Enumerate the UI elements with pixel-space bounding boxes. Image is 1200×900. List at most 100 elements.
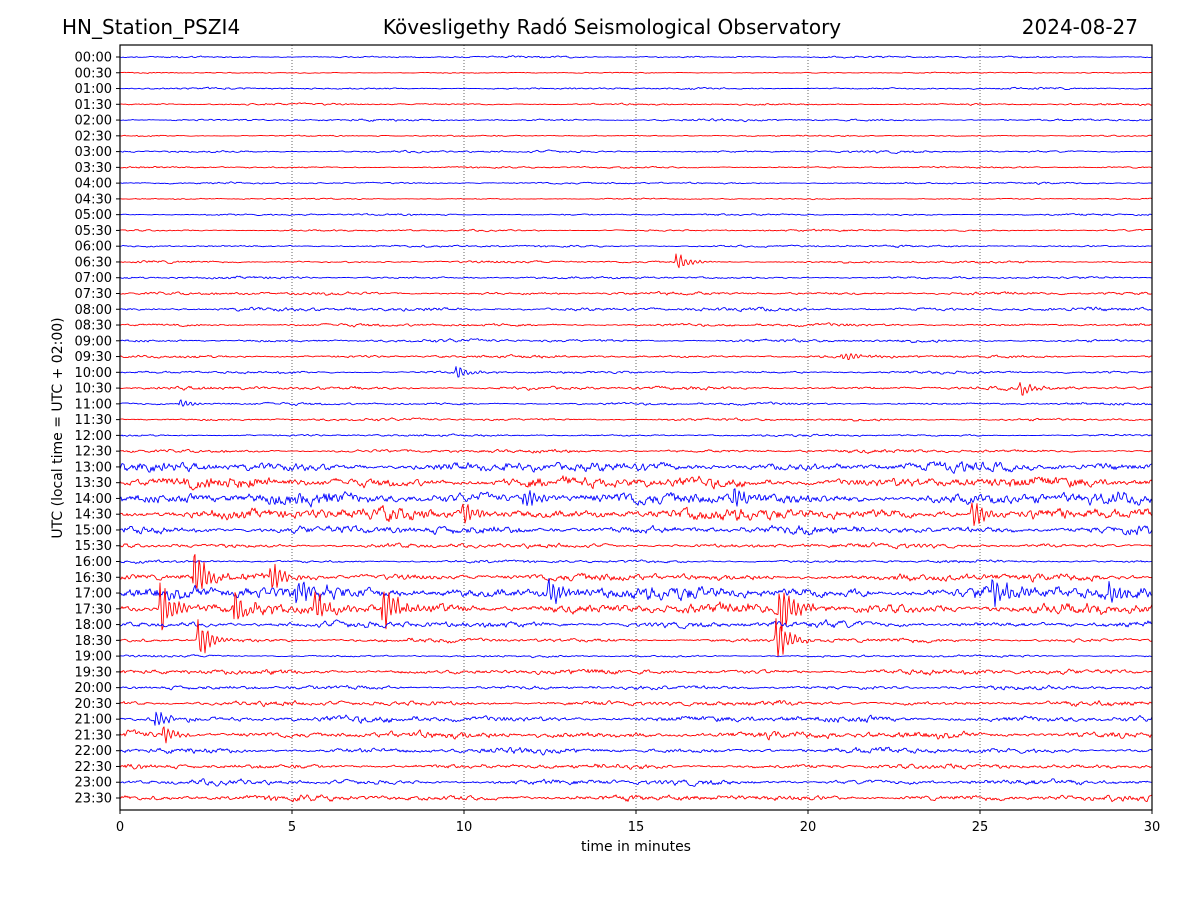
trace-10:30 — [120, 382, 1152, 396]
y-tick-label: 02:00 — [75, 114, 112, 129]
x-tick-label: 20 — [800, 820, 817, 835]
y-tick-label: 09:00 — [75, 334, 112, 349]
y-tick-label: 04:30 — [75, 192, 112, 207]
trace-05:30 — [120, 228, 1152, 233]
trace-15:30 — [120, 542, 1152, 550]
x-tick-label: 5 — [288, 820, 296, 835]
y-axis-label: UTC (local time = UTC + 02:00) — [50, 317, 66, 538]
trace-22:00 — [120, 746, 1152, 756]
y-tick-label: 23:00 — [75, 776, 112, 791]
chart-title: Kövesligethy Radó Seismological Observat… — [382, 15, 842, 39]
trace-00:00 — [120, 55, 1152, 59]
y-tick-label: 12:30 — [75, 445, 112, 460]
y-tick-label: 17:30 — [75, 602, 112, 617]
y-tick-label: 15:30 — [75, 539, 112, 554]
y-tick-label: 18:00 — [75, 618, 112, 633]
y-tick-label: 14:00 — [75, 492, 112, 507]
trace-04:30 — [120, 197, 1152, 201]
trace-16:00 — [120, 559, 1152, 565]
trace-05:00 — [120, 213, 1152, 217]
y-tick-label: 21:30 — [75, 728, 112, 743]
trace-21:30 — [120, 726, 1152, 744]
x-axis-label: time in minutes — [581, 839, 691, 855]
trace-08:00 — [120, 306, 1152, 313]
trace-18:30 — [120, 618, 1152, 658]
trace-06:00 — [120, 244, 1152, 249]
y-tick-label: 14:30 — [75, 508, 112, 523]
trace-04:00 — [120, 181, 1152, 185]
trace-09:30 — [120, 353, 1152, 360]
trace-11:00 — [120, 399, 1152, 407]
y-tick-label: 00:30 — [75, 66, 112, 81]
trace-03:00 — [120, 149, 1152, 154]
y-tick-label: 03:30 — [75, 161, 112, 176]
trace-14:30 — [120, 502, 1152, 526]
trace-13:00 — [120, 461, 1152, 474]
y-tick-label: 23:30 — [75, 792, 112, 807]
trace-13:30 — [120, 475, 1152, 491]
y-tick-label: 17:00 — [75, 587, 112, 602]
trace-02:00 — [120, 118, 1152, 123]
trace-12:30 — [120, 448, 1152, 455]
trace-00:30 — [120, 71, 1152, 74]
x-tick-label: 10 — [456, 820, 473, 835]
grid-lines — [291, 45, 981, 810]
y-tick-label: 16:30 — [75, 571, 112, 586]
y-tick-label: 03:00 — [75, 145, 112, 160]
trace-22:30 — [120, 763, 1152, 770]
y-tick-label: 19:30 — [75, 665, 112, 680]
trace-12:00 — [120, 433, 1152, 438]
y-tick-label: 12:00 — [75, 429, 112, 444]
y-tick-label: 01:00 — [75, 82, 112, 97]
y-tick-label: 06:30 — [75, 255, 112, 270]
y-tick-label: 08:00 — [75, 303, 112, 318]
trace-14:00 — [120, 488, 1152, 508]
chart-date: 2024-08-27 — [1021, 15, 1138, 39]
y-tick-label: 15:00 — [75, 523, 112, 538]
y-tick-label: 21:00 — [75, 713, 112, 728]
traces — [120, 55, 1152, 803]
y-tick-label: 02:30 — [75, 129, 112, 144]
y-tick-label: 20:30 — [75, 697, 112, 712]
trace-08:30 — [120, 322, 1152, 328]
y-tick-label: 20:00 — [75, 681, 112, 696]
trace-11:30 — [120, 417, 1152, 422]
y-tick-label: 01:30 — [75, 98, 112, 113]
y-tick-label: 13:00 — [75, 460, 112, 475]
y-tick-label: 06:00 — [75, 240, 112, 255]
trace-23:00 — [120, 778, 1152, 787]
trace-01:00 — [120, 86, 1152, 91]
trace-17:30 — [120, 582, 1152, 632]
trace-07:00 — [120, 275, 1152, 280]
y-tick-label: 16:00 — [75, 555, 112, 570]
trace-16:30 — [120, 554, 1152, 590]
y-tick-label: 07:30 — [75, 287, 112, 302]
trace-07:30 — [120, 290, 1152, 296]
trace-17:00 — [120, 577, 1152, 607]
trace-19:00 — [120, 654, 1152, 659]
y-tick-label: 10:00 — [75, 366, 112, 381]
x-tick-label: 15 — [628, 820, 645, 835]
x-tick-label: 0 — [116, 820, 124, 835]
y-tick-label: 22:00 — [75, 744, 112, 759]
y-tick-label: 11:30 — [75, 413, 112, 428]
y-tick-label: 10:30 — [75, 382, 112, 397]
trace-18:00 — [120, 619, 1152, 630]
trace-03:30 — [120, 165, 1152, 169]
trace-20:30 — [120, 700, 1152, 708]
y-tick-label: 05:30 — [75, 224, 112, 239]
y-tick-label: 08:30 — [75, 319, 112, 334]
x-axis: 0 5 10 15 20 25 30 — [116, 810, 1160, 835]
y-tick-label: 22:30 — [75, 760, 112, 775]
trace-19:30 — [120, 668, 1152, 676]
trace-20:00 — [120, 684, 1152, 691]
y-axis: 00:0000:3001:0001:3002:0002:3003:0003:30… — [75, 51, 120, 807]
x-tick-label: 25 — [972, 820, 989, 835]
trace-02:30 — [120, 134, 1152, 138]
y-tick-label: 07:00 — [75, 271, 112, 286]
y-tick-label: 18:30 — [75, 634, 112, 649]
trace-15:00 — [120, 524, 1152, 536]
y-tick-label: 00:00 — [75, 51, 112, 66]
trace-09:00 — [120, 338, 1152, 344]
